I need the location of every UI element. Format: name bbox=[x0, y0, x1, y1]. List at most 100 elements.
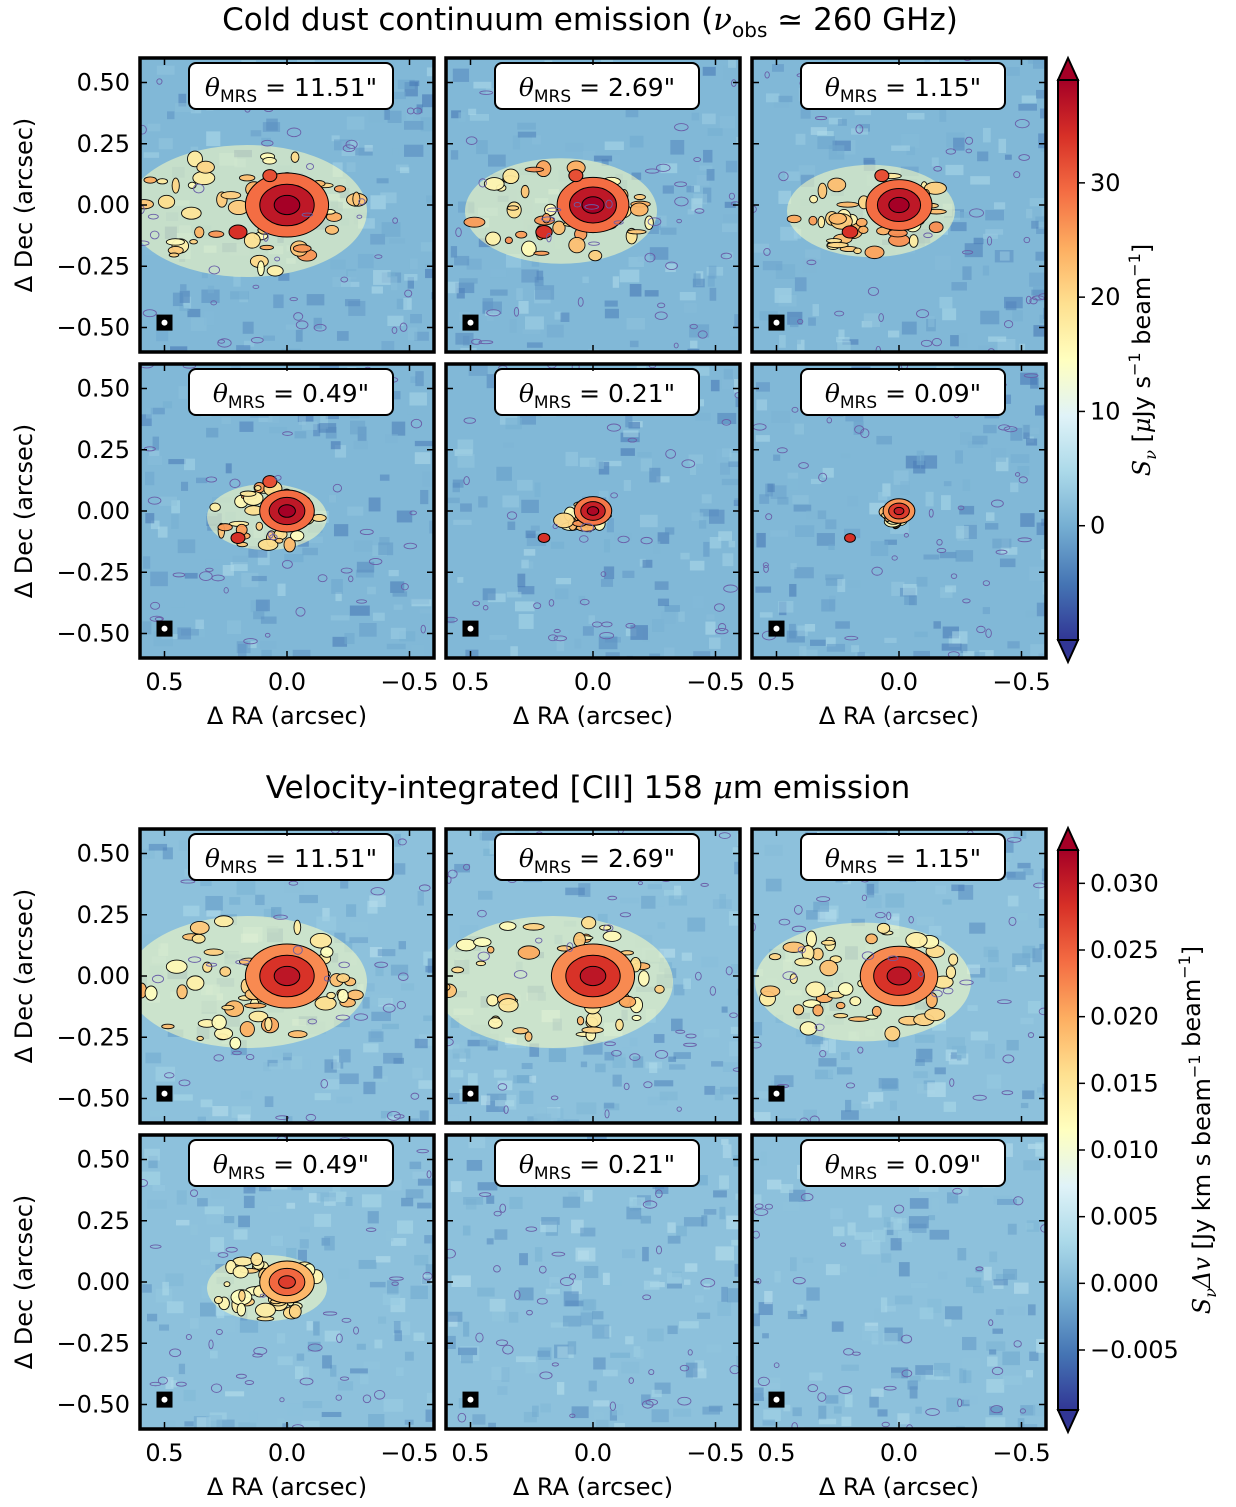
noise-patch bbox=[729, 330, 740, 337]
negative-contour bbox=[655, 163, 671, 172]
noise-patch bbox=[540, 1403, 551, 1413]
noise-patch bbox=[614, 1423, 625, 1429]
noise-patch bbox=[389, 238, 406, 244]
noise-patch bbox=[357, 253, 374, 269]
emission-clump bbox=[908, 234, 919, 248]
noise-patch bbox=[1022, 424, 1031, 433]
noise-patch bbox=[653, 541, 661, 554]
map-image bbox=[752, 364, 1046, 658]
noise-patch bbox=[447, 616, 455, 624]
noise-patch bbox=[998, 872, 1016, 878]
noise-patch bbox=[567, 1341, 577, 1355]
noise-patch bbox=[163, 1420, 176, 1429]
noise-patch bbox=[347, 271, 357, 280]
noise-patch bbox=[250, 130, 262, 137]
noise-patch bbox=[509, 1196, 523, 1209]
negative-contour bbox=[382, 1003, 396, 1013]
noise-patch bbox=[852, 1103, 871, 1111]
noise-patch bbox=[967, 1005, 978, 1011]
noise-patch bbox=[276, 1333, 286, 1344]
noise-patch bbox=[721, 1006, 728, 1013]
noise-patch bbox=[332, 636, 348, 647]
noise-patch bbox=[170, 346, 188, 352]
negative-contour bbox=[700, 1278, 716, 1288]
negative-contour bbox=[1027, 1032, 1035, 1038]
x-axis-label: Δ RA (arcsec) bbox=[513, 1473, 673, 1501]
emission-clump bbox=[243, 232, 261, 249]
noise-patch bbox=[562, 1196, 581, 1208]
noise-patch bbox=[983, 1266, 992, 1281]
noise-patch bbox=[156, 65, 175, 75]
noise-patch bbox=[914, 631, 928, 638]
noise-patch bbox=[721, 378, 739, 390]
noise-patch bbox=[759, 612, 773, 618]
noise-patch bbox=[622, 570, 635, 578]
noise-patch bbox=[685, 1362, 698, 1378]
emission-clump bbox=[517, 945, 541, 960]
noise-patch bbox=[502, 495, 519, 508]
negative-contour bbox=[410, 418, 423, 429]
noise-patch bbox=[707, 273, 715, 287]
mrs-label-text: θMRS = 2.69" bbox=[519, 73, 675, 107]
noise-patch bbox=[945, 164, 964, 176]
noise-patch bbox=[407, 277, 414, 289]
emission-clump bbox=[521, 240, 537, 257]
negative-contour bbox=[901, 1369, 913, 1378]
noise-patch bbox=[794, 277, 807, 292]
mrs-label: θMRS = 1.15" bbox=[800, 62, 1006, 110]
y-tick-label: −0.25 bbox=[56, 1023, 130, 1051]
noise-patch bbox=[711, 1061, 724, 1067]
noise-patch bbox=[165, 1273, 184, 1287]
secondary-component bbox=[535, 225, 553, 239]
noise-patch bbox=[496, 466, 512, 481]
noise-patch bbox=[467, 1073, 478, 1089]
noise-patch bbox=[187, 308, 201, 318]
noise-patch bbox=[320, 414, 329, 429]
noise-patch bbox=[206, 1214, 222, 1225]
x-tick-label: −0.5 bbox=[992, 668, 1050, 696]
noise-patch bbox=[1038, 133, 1046, 149]
noise-patch bbox=[476, 140, 488, 155]
noise-patch bbox=[885, 893, 905, 908]
emission-peak bbox=[893, 506, 905, 516]
negative-contour bbox=[603, 924, 614, 932]
noise-patch bbox=[831, 1321, 844, 1332]
negative-contour bbox=[295, 607, 306, 617]
negative-contour bbox=[676, 1106, 682, 1112]
negative-contour bbox=[975, 1266, 984, 1272]
negative-contour bbox=[259, 1293, 266, 1298]
noise-patch bbox=[656, 476, 670, 483]
negative-contour bbox=[1014, 472, 1021, 477]
noise-patch bbox=[328, 495, 337, 503]
noise-patch bbox=[713, 1190, 727, 1198]
noise-patch bbox=[540, 1221, 557, 1233]
noise-patch bbox=[869, 1396, 879, 1408]
secondary-component bbox=[874, 169, 890, 183]
negative-contour bbox=[762, 562, 769, 569]
noise-patch bbox=[759, 494, 770, 504]
emission-clump bbox=[792, 1004, 805, 1016]
noise-patch bbox=[770, 530, 789, 537]
negative-contour bbox=[553, 628, 561, 634]
y-tick-label: 0.50 bbox=[77, 1146, 130, 1174]
negative-contour bbox=[189, 1189, 199, 1197]
noise-patch bbox=[689, 560, 705, 571]
negative-contour bbox=[252, 1353, 263, 1358]
noise-patch bbox=[660, 163, 678, 174]
noise-patch bbox=[485, 310, 500, 316]
noise-patch bbox=[837, 578, 846, 593]
noise-patch bbox=[780, 1184, 794, 1194]
negative-contour bbox=[752, 1041, 762, 1049]
negative-contour bbox=[867, 286, 880, 296]
negative-contour bbox=[1006, 837, 1022, 843]
noise-patch bbox=[204, 1206, 224, 1215]
mrs-label-text: θMRS = 0.49" bbox=[213, 1150, 369, 1184]
noise-patch bbox=[1040, 108, 1046, 119]
noise-patch bbox=[935, 255, 951, 270]
y-axis-label: Δ Dec (arcsec) bbox=[10, 424, 38, 599]
noise-patch bbox=[257, 550, 270, 566]
noise-patch bbox=[180, 481, 189, 491]
negative-contour bbox=[886, 911, 892, 921]
negative-contour bbox=[389, 1276, 404, 1281]
noise-patch bbox=[210, 1237, 225, 1252]
